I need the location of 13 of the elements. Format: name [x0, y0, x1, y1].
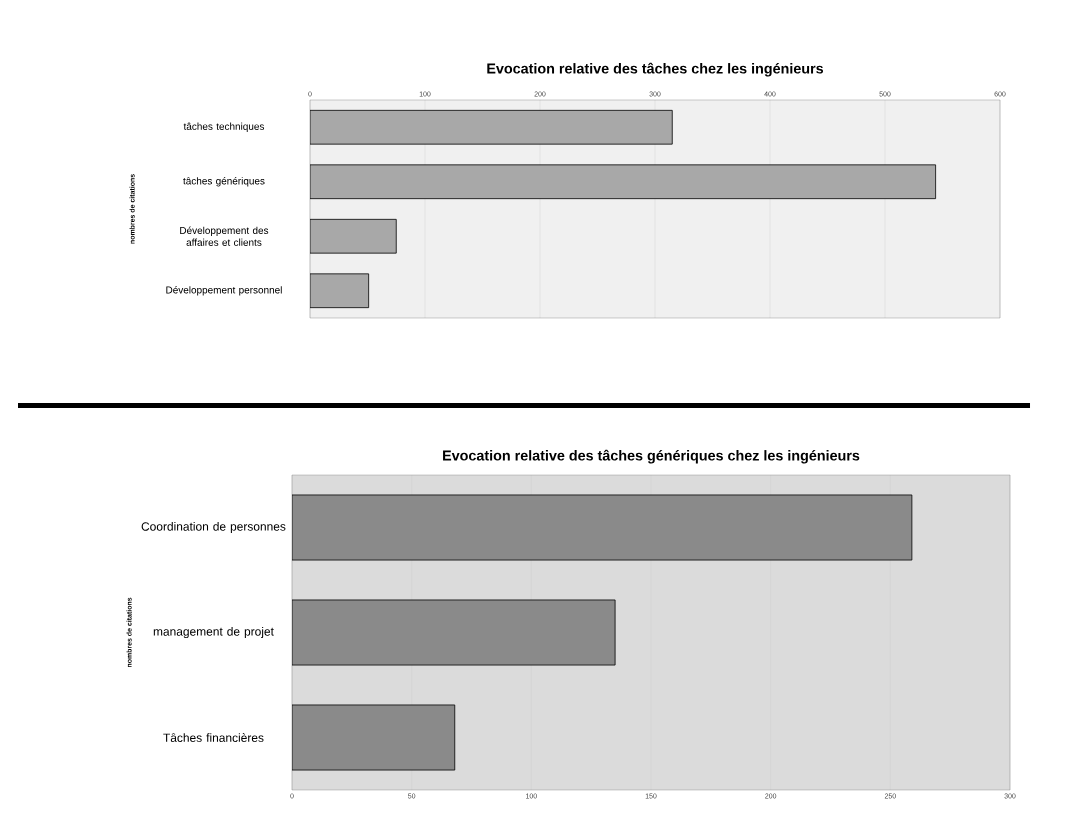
chart-title: Evocation relative des tâches chez les ingénieurs: [487, 62, 824, 77]
y-tick-label: tâches génériques: [183, 177, 265, 187]
chart-title: Evocation relative des tâches génériques chez les ingénieurs: [443, 449, 860, 464]
y-tick-label: Développement personnel: [166, 286, 282, 296]
bar: [310, 273, 370, 309]
y-tick-label: Tâches financières: [163, 733, 264, 742]
y-tick-label: Développement des affaires et clients: [180, 226, 269, 246]
y-tick-label: tâches techniques: [183, 122, 265, 132]
bar: [310, 109, 673, 145]
bar: [310, 218, 397, 254]
y-tick-label: Coordination de personnes: [141, 521, 286, 534]
bar: [310, 164, 937, 200]
y-tick-label: management de projet: [153, 626, 274, 639]
